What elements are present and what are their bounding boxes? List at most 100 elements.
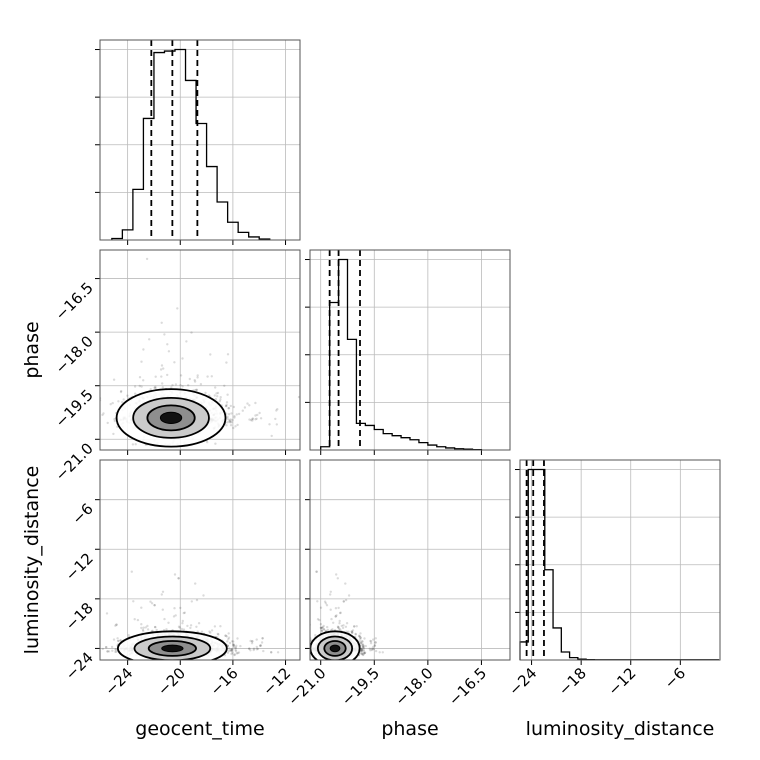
panel-border xyxy=(519,459,721,661)
scatter-point xyxy=(179,374,183,377)
scatter-point xyxy=(140,626,143,630)
scatter-point xyxy=(227,413,231,416)
scatter-point xyxy=(251,640,254,643)
scatter-point xyxy=(138,376,142,379)
density-contour xyxy=(161,644,184,653)
scatter-point xyxy=(370,648,373,652)
scatter-point xyxy=(360,640,364,643)
y-tick-label: −24 xyxy=(62,649,97,684)
scatter-point xyxy=(347,594,351,597)
scatter-point xyxy=(248,647,251,650)
scatter-point xyxy=(196,374,199,377)
panel-background xyxy=(310,250,510,450)
scatter-point xyxy=(101,413,104,417)
scatter-point xyxy=(171,383,174,387)
scatter-point xyxy=(314,634,317,637)
scatter-point xyxy=(197,622,201,625)
scatter-point xyxy=(199,383,203,386)
scatter-point xyxy=(304,612,306,614)
scatter-point xyxy=(254,401,257,405)
scatter-point xyxy=(226,640,229,643)
scatter-point xyxy=(234,647,237,650)
scatter-point xyxy=(246,402,249,405)
scatter-point xyxy=(248,647,251,650)
scatter-point xyxy=(214,397,218,401)
scatter-point xyxy=(106,421,109,425)
scatter-point xyxy=(234,650,238,653)
scatter-point xyxy=(350,630,353,633)
scatter-point xyxy=(353,625,356,628)
scatter-point xyxy=(204,391,207,395)
scatter-point xyxy=(114,624,117,627)
scatter-point xyxy=(111,401,114,405)
scatter-point xyxy=(334,615,337,618)
scatter-point xyxy=(360,649,363,653)
scatter-point xyxy=(193,380,197,383)
scatter-point xyxy=(160,593,163,596)
scatter-point xyxy=(141,628,145,631)
scatter-point xyxy=(372,638,375,641)
scatter-point xyxy=(304,612,306,614)
scatter-point xyxy=(344,582,347,585)
scatter-point xyxy=(361,644,364,647)
scatter-point xyxy=(206,441,209,444)
scatter-point xyxy=(374,649,378,653)
scatter-point xyxy=(255,645,258,649)
scatter-point xyxy=(154,625,157,629)
scatter-point xyxy=(307,646,309,648)
scatter-point xyxy=(106,650,109,653)
scatter-point xyxy=(351,629,355,632)
scatter-point xyxy=(181,622,184,625)
scatter-point xyxy=(369,640,373,643)
scatter-point xyxy=(180,627,183,631)
scatter-point xyxy=(165,628,168,631)
scatter-point xyxy=(195,388,198,391)
scatter-point xyxy=(331,628,334,631)
scatter-point xyxy=(209,353,212,356)
scatter-point xyxy=(127,634,130,637)
scatter-point xyxy=(332,621,335,624)
scatter-point xyxy=(189,624,193,627)
scatter-point xyxy=(374,641,377,644)
scatter-point xyxy=(320,628,323,631)
scatter-point xyxy=(182,611,185,615)
x-axis-label-phase: phase xyxy=(381,718,438,740)
scatter-point xyxy=(144,626,147,629)
scatter-point xyxy=(225,403,228,406)
scatter-point xyxy=(153,604,156,607)
scatter-point xyxy=(206,375,209,378)
scatter-point xyxy=(195,598,199,602)
scatter-point xyxy=(350,630,353,633)
scatter-point xyxy=(216,395,219,398)
scatter-point xyxy=(232,644,235,647)
scatter-point xyxy=(136,618,140,622)
scatter-point xyxy=(239,644,242,648)
scatter-point xyxy=(231,651,234,654)
scatter-point xyxy=(181,619,184,623)
scatter-point xyxy=(251,417,255,420)
scatter-point xyxy=(140,360,143,363)
scatter-point xyxy=(369,639,372,643)
scatter-point xyxy=(161,386,164,389)
scatter-point xyxy=(372,645,375,649)
scatter-point xyxy=(305,650,307,652)
scatter-point xyxy=(307,650,309,652)
scatter-point xyxy=(252,648,255,652)
scatter-point xyxy=(232,426,235,430)
scatter-point xyxy=(223,384,226,387)
scatter-point xyxy=(155,628,158,632)
scatter-point xyxy=(334,615,337,618)
scatter-point xyxy=(166,343,169,346)
scatter-point xyxy=(114,648,117,652)
scatter-point xyxy=(235,652,238,655)
scatter-point xyxy=(373,644,377,647)
scatter-point xyxy=(361,644,364,647)
scatter-point xyxy=(163,617,166,621)
scatter-point xyxy=(315,570,318,573)
scatter-point xyxy=(261,637,264,640)
scatter-point xyxy=(235,644,238,647)
scatter-point xyxy=(153,386,156,389)
scatter-point xyxy=(362,650,365,653)
scatter-point xyxy=(194,582,197,585)
